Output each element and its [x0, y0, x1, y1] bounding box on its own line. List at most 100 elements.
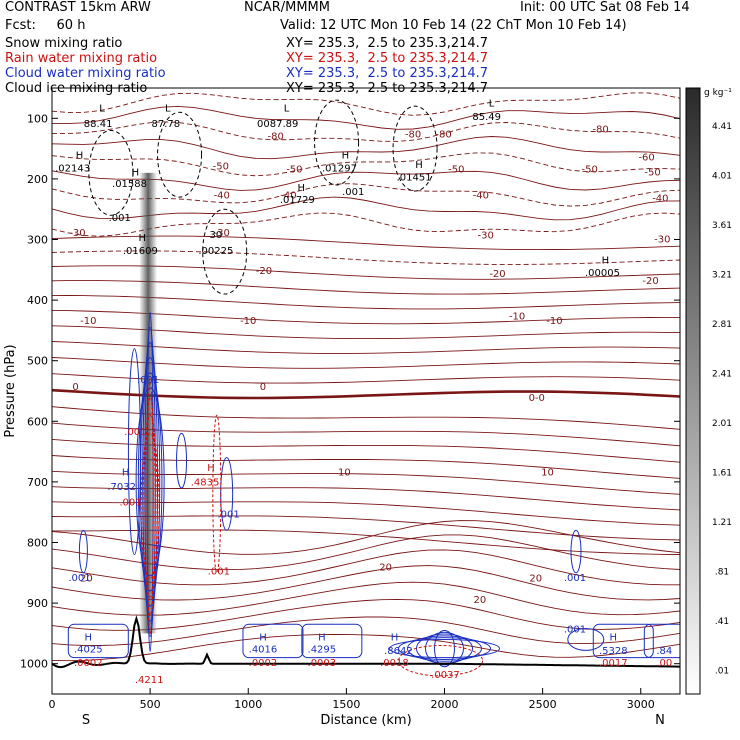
temperature-label: -50 [582, 165, 598, 176]
plot-frame [51, 87, 681, 695]
annotation-label: H [207, 463, 215, 474]
cloud-water-contour [567, 628, 605, 651]
terrain [52, 615, 680, 669]
annotation-label: H [85, 632, 93, 643]
temperature-label: -20 [642, 276, 658, 287]
temperature-label: -10 [240, 316, 256, 327]
annotation-label: H [391, 632, 399, 643]
colorbar-units: g kg⁻¹ [704, 88, 732, 98]
y-tick-label: 300 [27, 234, 48, 247]
annotation-label: .001 [68, 573, 90, 584]
annotation-label: .7032 [107, 482, 136, 493]
temperature-label: -50 [286, 165, 302, 176]
terrain-line [52, 615, 680, 669]
annotation-label: .001 [137, 375, 159, 386]
y-tick-label: 200 [27, 173, 48, 186]
temperature-label: -20 [489, 269, 505, 280]
x-tick-label: 1000 [234, 698, 262, 711]
cloud-water-contour [78, 529, 88, 574]
annotation-label: H [342, 151, 350, 162]
annotation-label: .5328 [599, 646, 628, 657]
y-tick-label: 100 [27, 112, 48, 125]
colorbar-label: 1.61 [712, 468, 732, 478]
cloud-ice-contour [88, 129, 134, 216]
colorbar-label: 2.41 [712, 369, 732, 379]
y-tick-label: 1000 [20, 658, 48, 671]
x-axis-label: Distance (km) [320, 713, 411, 728]
isotherm [52, 105, 680, 130]
annotation-label: .001 [124, 427, 146, 438]
annotation-label: .01451 [397, 172, 432, 183]
isotherm [52, 152, 680, 177]
temperature-label: -50 [448, 165, 464, 176]
annotation-label: .0017 [599, 658, 628, 669]
x-tick-label: 0 [49, 698, 56, 711]
temperature-label: 20 [529, 574, 542, 585]
temperature-label: 10 [541, 468, 554, 479]
annotation-label: H [318, 632, 326, 643]
temperature-label: -80 [268, 131, 284, 142]
rain-contour [140, 432, 160, 580]
annotation-label: L [284, 103, 290, 114]
colorbar: g kg⁻¹ 4.41 4.01 3.61 3.21 2.81 2.41 2.01 1.61 1… [685, 87, 732, 695]
cloud-water-contour [434, 629, 455, 668]
isotherm [52, 121, 680, 142]
rain-contour [144, 396, 156, 616]
cloud-water-contour [142, 342, 159, 622]
annotation-label: .4016 [249, 645, 278, 656]
moisture-contours [67, 99, 680, 677]
x-tick-label: 2500 [529, 698, 557, 711]
y-tick-label: 700 [27, 476, 48, 489]
x-tick-label: 1500 [332, 698, 360, 711]
colorbar-label: 4.01 [712, 171, 732, 181]
colorbar-label: 4.41 [712, 122, 732, 132]
colorbar-label: 3.21 [712, 270, 732, 280]
annotation-label: .001 [208, 566, 230, 577]
temperature-label: 10 [338, 468, 351, 479]
annotation-label: .01588 [112, 179, 147, 190]
temperature-label: -30 [654, 234, 670, 245]
temperature-label: 20 [473, 595, 486, 606]
cloud-ice-contour [314, 99, 360, 186]
temperature-label: -10 [509, 311, 525, 322]
rain-contour [398, 645, 484, 677]
isotherm [52, 616, 680, 646]
cloud-water-contour [242, 623, 304, 659]
annotation-label: .001 [564, 573, 586, 584]
cloud-water-contour [592, 623, 654, 659]
rain-contour [142, 414, 158, 598]
annotation-label: H [122, 468, 130, 479]
annotation-label: 88.41 [84, 119, 113, 130]
temperature-label: -40 [652, 194, 668, 205]
y-tick-label: 400 [27, 294, 48, 307]
contour-labels: -80 -80 -80 -80 -60 -50 -50 -50 -50 -50 -40 -40 -40 -… [55, 99, 672, 686]
annotation-label: .00 [656, 658, 672, 669]
annotation-label: .8642 [384, 646, 413, 657]
cloud-water-contour [144, 326, 156, 637]
annotation-label: .4295 [308, 645, 337, 656]
temperature-label: -60 [638, 152, 654, 163]
temperature-label: 0 [260, 382, 266, 393]
temperature-label: -80 [405, 129, 421, 140]
field-cloud-water-name: Cloud water mixing ratio [5, 66, 166, 81]
isotherm [52, 136, 680, 160]
cloud-water-contour [67, 623, 129, 659]
temperature-label: 20 [80, 574, 93, 585]
temperature-label: -40 [280, 191, 296, 202]
init-time: Init: 00 UTC Sat 08 Feb 14 [520, 0, 690, 15]
rain-contour [146, 378, 154, 634]
colorbar-label: .81 [715, 567, 729, 577]
x-tick-label: 3000 [627, 698, 655, 711]
axes: 0 500 1000 1500 2000 2500 30001002003004005006… [20, 112, 680, 711]
colorbar-label: 3.61 [712, 221, 732, 231]
y-tick-label: 900 [27, 597, 48, 610]
cloud-water-contour [570, 529, 582, 574]
temperature-label: -40 [214, 191, 230, 202]
temperature-label: 0 [72, 382, 78, 393]
cloud-water-contour [176, 432, 188, 489]
annotation-label: .0002 [74, 658, 103, 669]
temperature-label: -50 [213, 162, 229, 173]
temperature-label: -20 [256, 266, 272, 277]
annotation-label: .4835 [191, 477, 220, 488]
